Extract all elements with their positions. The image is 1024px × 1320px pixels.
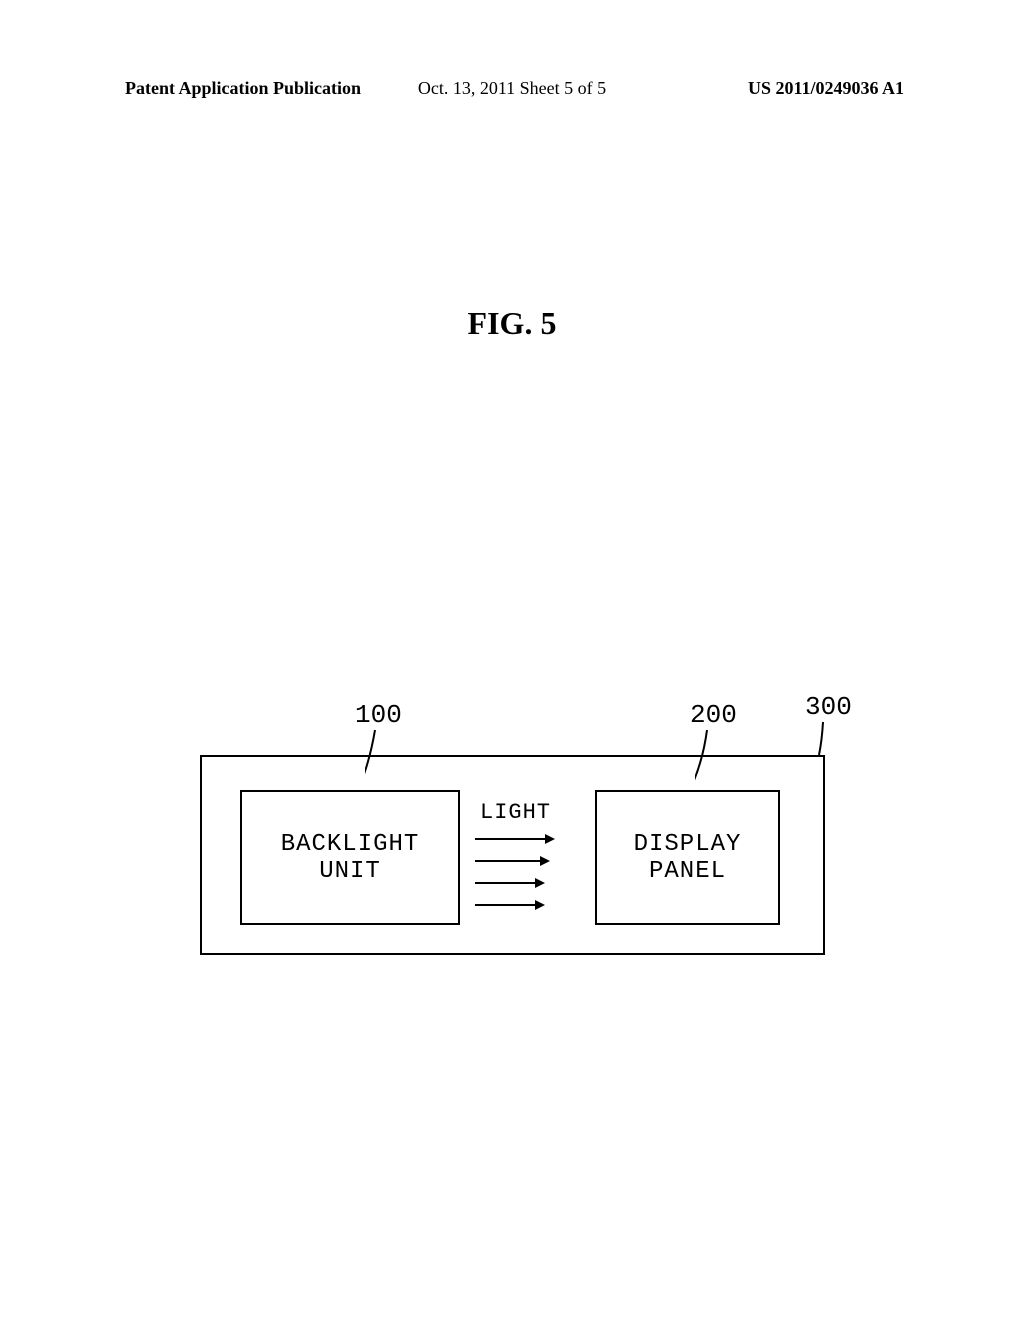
page-header: Patent Application Publication Oct. 13, … (0, 78, 1024, 99)
arrow-4 (475, 894, 575, 916)
reference-label-200: 200 (690, 700, 737, 730)
header-date-sheet: Oct. 13, 2011 Sheet 5 of 5 (418, 78, 606, 99)
light-arrows (475, 828, 575, 916)
figure-title: FIG. 5 (468, 305, 557, 342)
reference-label-300: 300 (805, 692, 852, 722)
reference-label-100: 100 (355, 700, 402, 730)
arrow-2 (475, 850, 575, 872)
backlight-unit-box: BACKLIGHT UNIT (240, 790, 460, 925)
arrow-3 (475, 872, 575, 894)
diagram: 100 200 300 BACKLIGHT UNIT DISPLAY PANEL… (200, 700, 825, 955)
header-patent-number: US 2011/0249036 A1 (748, 78, 904, 99)
backlight-label-line1: BACKLIGHT (281, 831, 420, 858)
display-label-line1: DISPLAY (634, 831, 742, 858)
light-label: LIGHT (480, 800, 551, 825)
display-label-line2: PANEL (649, 858, 726, 885)
header-publication: Patent Application Publication (125, 78, 361, 99)
arrow-1 (475, 828, 575, 850)
display-panel-box: DISPLAY PANEL (595, 790, 780, 925)
backlight-label-line2: UNIT (319, 858, 381, 885)
